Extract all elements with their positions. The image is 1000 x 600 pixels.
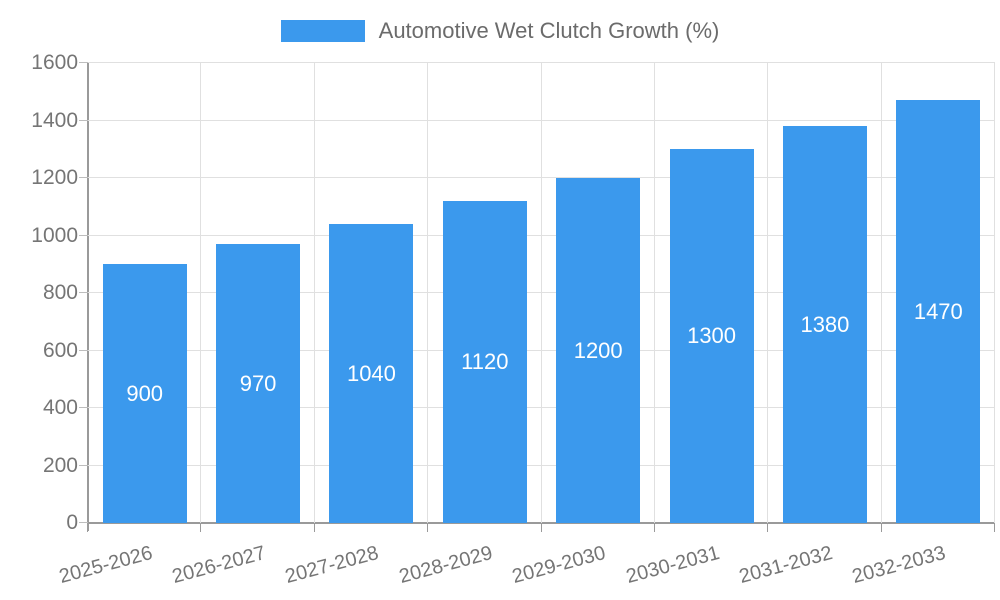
- bar-2028-2029[interactable]: 1120: [442, 201, 527, 523]
- bar-2026-2027[interactable]: 970: [216, 244, 301, 523]
- y-axis-tick-label: 400: [42, 396, 78, 419]
- chart-legend: Automotive Wet Clutch Growth (%): [0, 18, 1000, 44]
- bar-2025-2026[interactable]: 900: [102, 264, 187, 523]
- y-axis-tick-label: 1000: [31, 223, 78, 247]
- legend-label[interactable]: Automotive Wet Clutch Growth (%): [378, 18, 720, 43]
- bar-2029-2030[interactable]: 1200: [556, 178, 641, 523]
- bar-value-label: 1300: [687, 323, 737, 349]
- x-axis-tick: [653, 523, 655, 532]
- v-gridline: [767, 63, 769, 523]
- y-axis-tick: [79, 522, 88, 523]
- bar-value-label: 1200: [573, 337, 623, 363]
- v-gridline: [200, 63, 202, 523]
- bar-value-label: 1120: [461, 349, 509, 374]
- v-gridline: [994, 63, 995, 523]
- y-axis-tick: [79, 464, 88, 466]
- bar-2027-2028[interactable]: 1040: [329, 224, 414, 523]
- v-gridline: [540, 63, 542, 523]
- h-gridline: [88, 119, 995, 121]
- legend-swatch-icon[interactable]: [280, 20, 365, 42]
- v-gridline: [313, 63, 315, 523]
- y-axis-tick: [79, 292, 88, 293]
- y-axis-tick-label: 600: [42, 338, 78, 362]
- x-axis-tick: [200, 523, 202, 532]
- x-axis-line: [88, 522, 995, 524]
- h-gridline: [88, 177, 995, 178]
- h-gridline: [88, 292, 995, 293]
- x-axis-tick: [313, 523, 315, 532]
- v-gridline: [427, 63, 429, 523]
- y-axis-tick: [79, 349, 88, 351]
- x-axis-tick: [427, 523, 429, 532]
- h-gridline: [88, 464, 995, 466]
- v-gridline: [653, 63, 655, 523]
- bar-value-label: 1380: [800, 311, 850, 337]
- y-axis-tick-label: 800: [42, 281, 78, 304]
- y-axis-tick-label: 0: [66, 511, 78, 534]
- bar-value-label: 970: [239, 370, 277, 396]
- y-axis-tick-label: 1200: [31, 166, 78, 189]
- h-gridline: [88, 62, 995, 63]
- bar-2031-2032[interactable]: 1380: [782, 126, 867, 523]
- x-axis-tick: [87, 523, 88, 532]
- x-axis-tick: [994, 523, 995, 532]
- bar-value-label: 900: [126, 380, 164, 406]
- y-axis-tick-label: 1400: [31, 108, 78, 132]
- y-axis-tick: [79, 407, 88, 408]
- plot-area: 900 970 1040 1120 1200 1300 1380 1470: [79, 62, 995, 532]
- h-gridline: [88, 349, 995, 351]
- y-axis-tick: [79, 234, 88, 236]
- y-axis-tick-label: 200: [42, 453, 78, 477]
- v-gridline: [880, 63, 882, 523]
- x-axis-tick: [880, 523, 882, 532]
- y-axis-tick: [79, 119, 88, 121]
- bar-value-label: 1470: [913, 298, 963, 324]
- y-axis-tick: [79, 62, 88, 63]
- bar-value-label: 1040: [346, 360, 396, 386]
- y-axis-tick-label: 1600: [31, 51, 78, 74]
- h-gridline: [88, 234, 995, 236]
- x-axis-tick: [540, 523, 542, 532]
- x-axis-tick: [767, 523, 769, 532]
- bar-2030-2031[interactable]: 1300: [669, 149, 754, 523]
- h-gridline: [88, 407, 995, 408]
- y-axis-tick: [79, 177, 88, 178]
- bar-2032-2033[interactable]: 1470: [896, 100, 981, 523]
- y-axis-line: [87, 63, 89, 531]
